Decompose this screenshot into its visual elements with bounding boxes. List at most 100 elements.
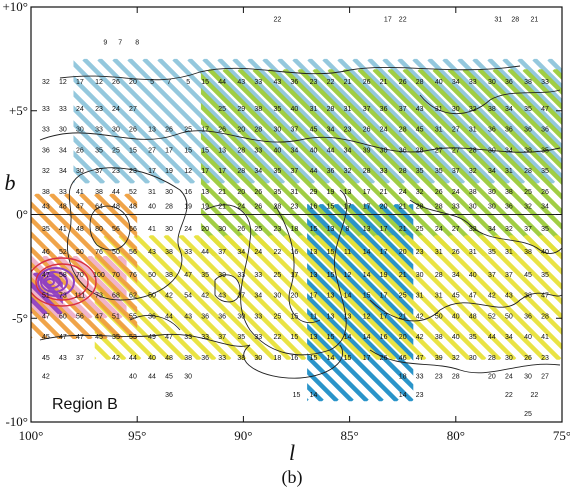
- value-label: 32: [469, 226, 477, 233]
- value-label: 25: [416, 226, 424, 233]
- value-label: 32: [524, 203, 532, 210]
- value-label: 41: [541, 334, 549, 341]
- hatch-stroke: [87, 256, 127, 298]
- hatch-stroke: [262, 58, 391, 184]
- value-label: 22: [273, 17, 281, 24]
- hatch-stroke: [31, 275, 93, 339]
- value-label: 15: [363, 293, 371, 300]
- value-label: 20: [399, 249, 407, 256]
- hatch-stroke: [31, 315, 33, 319]
- value-label: 13: [327, 313, 335, 320]
- value-label: 7: [118, 39, 122, 46]
- value-label: 36: [505, 79, 513, 86]
- hatch-stroke: [388, 235, 517, 360]
- contour-line: [369, 292, 562, 322]
- value-label: 28: [399, 127, 407, 134]
- contour-line: [39, 333, 251, 347]
- value-label: 76: [95, 249, 103, 256]
- hatch-stroke: [31, 280, 63, 315]
- value-label: 24: [184, 226, 192, 233]
- value-label: 33: [42, 106, 50, 113]
- value-label: 17: [201, 168, 209, 175]
- value-label: 28: [237, 147, 245, 154]
- value-label: 47: [42, 313, 50, 320]
- hatch-stroke: [102, 256, 127, 283]
- value-label: 34: [59, 168, 67, 175]
- value-label: 8: [135, 39, 139, 46]
- value-label: 45: [42, 334, 50, 341]
- value-label: 37: [95, 168, 103, 175]
- value-label: 25: [254, 226, 262, 233]
- value-label: 13: [327, 293, 335, 300]
- value-label: 38: [524, 249, 532, 256]
- value-label: 30: [218, 226, 226, 233]
- value-label: 51: [112, 313, 120, 320]
- value-label: 31: [435, 106, 443, 113]
- value-label: 47: [184, 272, 192, 279]
- hatch-stroke: [200, 162, 293, 256]
- value-label: 32: [344, 168, 352, 175]
- value-label: 16: [290, 249, 298, 256]
- hatch-stroke: [252, 69, 443, 256]
- emission-core-layer: [31, 257, 97, 307]
- x-tick-label: 75°: [553, 428, 570, 443]
- value-label: 7: [167, 79, 171, 86]
- value-label: 28: [469, 147, 477, 154]
- value-label: 30: [469, 355, 477, 362]
- value-label: 15: [310, 226, 318, 233]
- value-label: 27: [541, 373, 549, 380]
- value-label: 14: [327, 355, 335, 362]
- value-label: 33: [380, 168, 388, 175]
- value-label: 70: [76, 272, 84, 279]
- y-tick-label: 0°: [16, 207, 28, 222]
- hatch-stroke: [277, 58, 406, 184]
- value-label: 41: [59, 226, 67, 233]
- value-label: 15: [327, 272, 335, 279]
- hatch-stroke: [522, 69, 562, 111]
- hatch-stroke: [372, 69, 562, 256]
- value-label: 36: [148, 313, 156, 320]
- value-label: 25: [218, 106, 226, 113]
- value-label: 30: [237, 313, 245, 320]
- value-label: 31: [435, 127, 443, 134]
- value-label: 15: [327, 203, 335, 210]
- value-label: 36: [524, 313, 532, 320]
- hatch-stroke: [148, 235, 277, 360]
- value-label: 16: [310, 203, 318, 210]
- value-label: 37: [218, 249, 226, 256]
- y-tick-label: +5°: [9, 103, 28, 118]
- value-label: 28: [363, 168, 371, 175]
- value-label: 38: [524, 79, 532, 86]
- hatch-stroke: [34, 193, 138, 299]
- value-label: 26: [363, 79, 371, 86]
- value-label: 5: [186, 79, 190, 86]
- hatch-stroke: [342, 69, 533, 256]
- hatch-stroke: [163, 235, 292, 360]
- hatch-stroke: [487, 58, 562, 136]
- value-label: 8: [346, 226, 350, 233]
- hatch-stroke: [358, 235, 487, 360]
- value-label: 15: [201, 147, 209, 154]
- value-label: 40: [310, 147, 318, 154]
- y-axis-label: b: [5, 170, 16, 195]
- value-label: 31: [435, 293, 443, 300]
- hatch-stroke: [307, 218, 414, 331]
- value-label: 30: [524, 373, 532, 380]
- hatch-stroke: [118, 235, 247, 360]
- value-label: 36: [42, 147, 50, 154]
- hatch-stroke: [217, 58, 346, 184]
- value-label: 47: [76, 334, 84, 341]
- hatch-stroke: [397, 58, 526, 184]
- value-label: 26: [363, 127, 371, 134]
- hatch-region-blue: [307, 204, 414, 402]
- value-label: 13: [201, 189, 209, 196]
- value-label: 50: [112, 249, 120, 256]
- hatch-stroke: [73, 90, 166, 184]
- value-label: 38: [435, 334, 443, 341]
- contour-line: [409, 199, 562, 254]
- value-label: 19: [327, 189, 335, 196]
- value-label: 15: [290, 334, 298, 341]
- value-label: 45: [452, 293, 460, 300]
- hatch-stroke: [94, 193, 138, 239]
- value-label: 100: [93, 272, 105, 279]
